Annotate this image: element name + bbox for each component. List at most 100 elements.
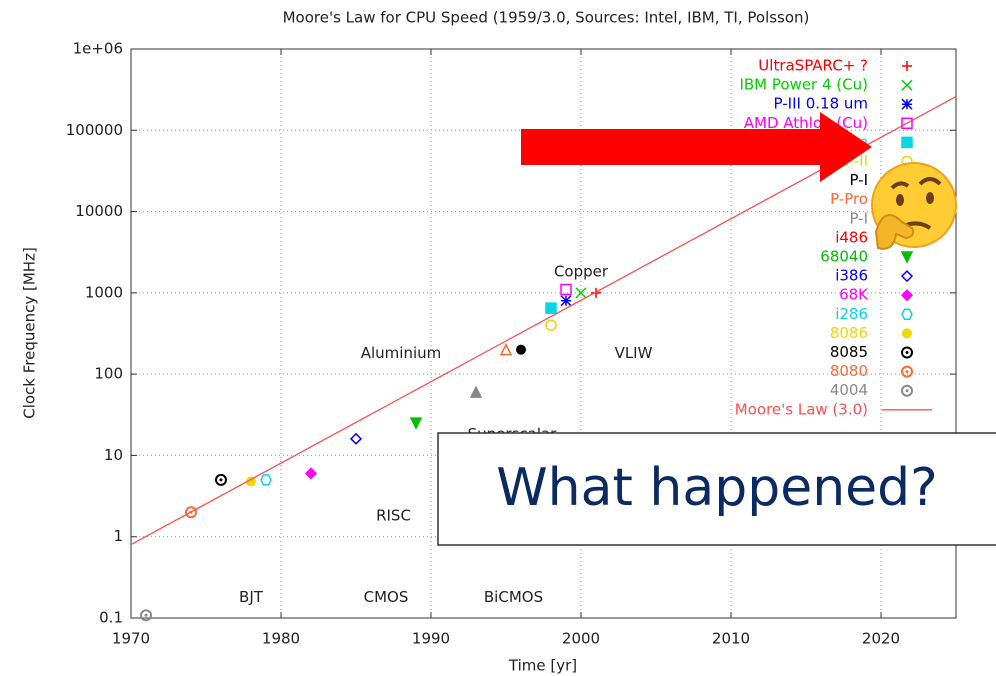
marker-part: [260, 474, 272, 486]
marker-part: [140, 609, 152, 622]
legend-label: P-I: [849, 171, 868, 189]
data-point: [575, 287, 587, 299]
legend-marker: [901, 308, 913, 321]
data-point: [469, 385, 483, 398]
x-tick-label: 2010: [712, 630, 750, 648]
legend-label: i286: [835, 305, 868, 323]
marker-part: [901, 136, 913, 149]
legend-label: UltraSPARC+ ?: [758, 57, 868, 75]
legend-label: IBM Power 4 (Cu): [739, 76, 868, 94]
marker-part: [591, 287, 601, 298]
x-tick-label: 1970: [112, 630, 150, 648]
plot-frame: [130, 48, 957, 619]
annotation: BiCMOS: [484, 588, 543, 606]
x-tick-label: 2020: [862, 630, 900, 648]
callout-box: [437, 432, 996, 546]
data-point: [140, 609, 152, 622]
data-point: [560, 283, 572, 296]
marker-part: [900, 251, 914, 264]
y-tick-label: 10000: [75, 202, 123, 220]
data-point: [591, 287, 601, 298]
marker-part: [409, 417, 423, 430]
data-point: [409, 417, 423, 430]
marker-part: [902, 328, 912, 339]
thinking-emoji: [871, 162, 957, 250]
red-arrow: [521, 112, 872, 182]
marker-part: [905, 370, 909, 374]
y-tick-label: 1000: [85, 283, 123, 301]
legend-label: 68040: [820, 248, 868, 266]
marker-part: [900, 289, 914, 302]
marker-part: [545, 319, 557, 331]
data-point: [349, 432, 363, 445]
x-tick-label: 1990: [412, 630, 450, 648]
data-point: [215, 473, 227, 486]
legend-label: P-I: [849, 209, 868, 227]
annotation: CMOS: [364, 588, 409, 606]
legend-label: 4004: [830, 381, 868, 399]
legend-marker: [900, 270, 914, 283]
legend-label: P-III 0.18 um: [774, 95, 868, 113]
trend-line: [130, 95, 957, 546]
y-tick-label: 0.1: [99, 609, 123, 627]
marker-part: [901, 98, 913, 110]
marker-part: [901, 365, 913, 378]
annotation: VLIW: [615, 344, 653, 362]
legend-marker: [901, 346, 913, 359]
y-axis-label: Clock Frequency [MHz]: [21, 247, 39, 419]
legend-label: P-Pro: [830, 190, 868, 208]
marker-part: [901, 384, 913, 397]
marker-part: [246, 476, 256, 487]
x-tick-label: 1980: [262, 630, 300, 648]
data-point: [560, 295, 572, 307]
legend-marker: [900, 289, 914, 302]
marker-part: [219, 478, 223, 482]
legend-marker: [901, 98, 913, 110]
y-tick-label: 100: [94, 365, 123, 383]
y-tick-label: 10: [104, 446, 123, 464]
marker-part: [902, 61, 912, 71]
annotation: Aluminium: [361, 344, 442, 362]
annotation: BJT: [239, 588, 264, 606]
legend-label: 68K: [839, 286, 869, 304]
marker-part: [469, 385, 483, 398]
marker-part: [901, 346, 913, 359]
legend-marker: [901, 117, 913, 130]
legend-marker: [900, 251, 914, 264]
marker-part: [144, 613, 148, 617]
marker-part: [900, 270, 914, 283]
marker-part: [575, 287, 587, 299]
legend-marker: [901, 365, 913, 378]
legend-label: Moore's Law (3.0): [735, 400, 868, 418]
marker-part: [905, 351, 909, 354]
marker-part: [349, 432, 363, 445]
data-point: [545, 302, 557, 314]
callout-text: What happened?: [496, 458, 938, 518]
marker-part: [304, 467, 318, 480]
marker-part: [516, 344, 526, 355]
data-point: [516, 344, 526, 355]
legend-label: 8086: [830, 324, 868, 342]
data-point: [304, 467, 318, 480]
legend-label: 8085: [830, 343, 868, 361]
annotation: RISC: [376, 506, 411, 524]
legend-marker: [902, 328, 912, 339]
marker-part: [499, 342, 513, 356]
legend-marker: [902, 61, 912, 71]
chart-title: Moore's Law for CPU Speed (1959/3.0, Sou…: [283, 9, 810, 27]
x-tick-label: 2000: [562, 630, 600, 648]
data-point: [545, 319, 557, 331]
x-axis-label: Time [yr]: [508, 657, 577, 675]
marker-part: [901, 308, 913, 321]
data-point: [260, 474, 272, 486]
y-tick-label: 1e+06: [73, 40, 123, 58]
legend-marker: [901, 79, 913, 91]
marker-part: [545, 302, 557, 314]
legend-label: i386: [835, 267, 868, 285]
data-point: [499, 342, 513, 356]
marker-part: [560, 283, 572, 296]
data-point: [246, 476, 256, 487]
overlay: What happened?: [437, 112, 996, 546]
